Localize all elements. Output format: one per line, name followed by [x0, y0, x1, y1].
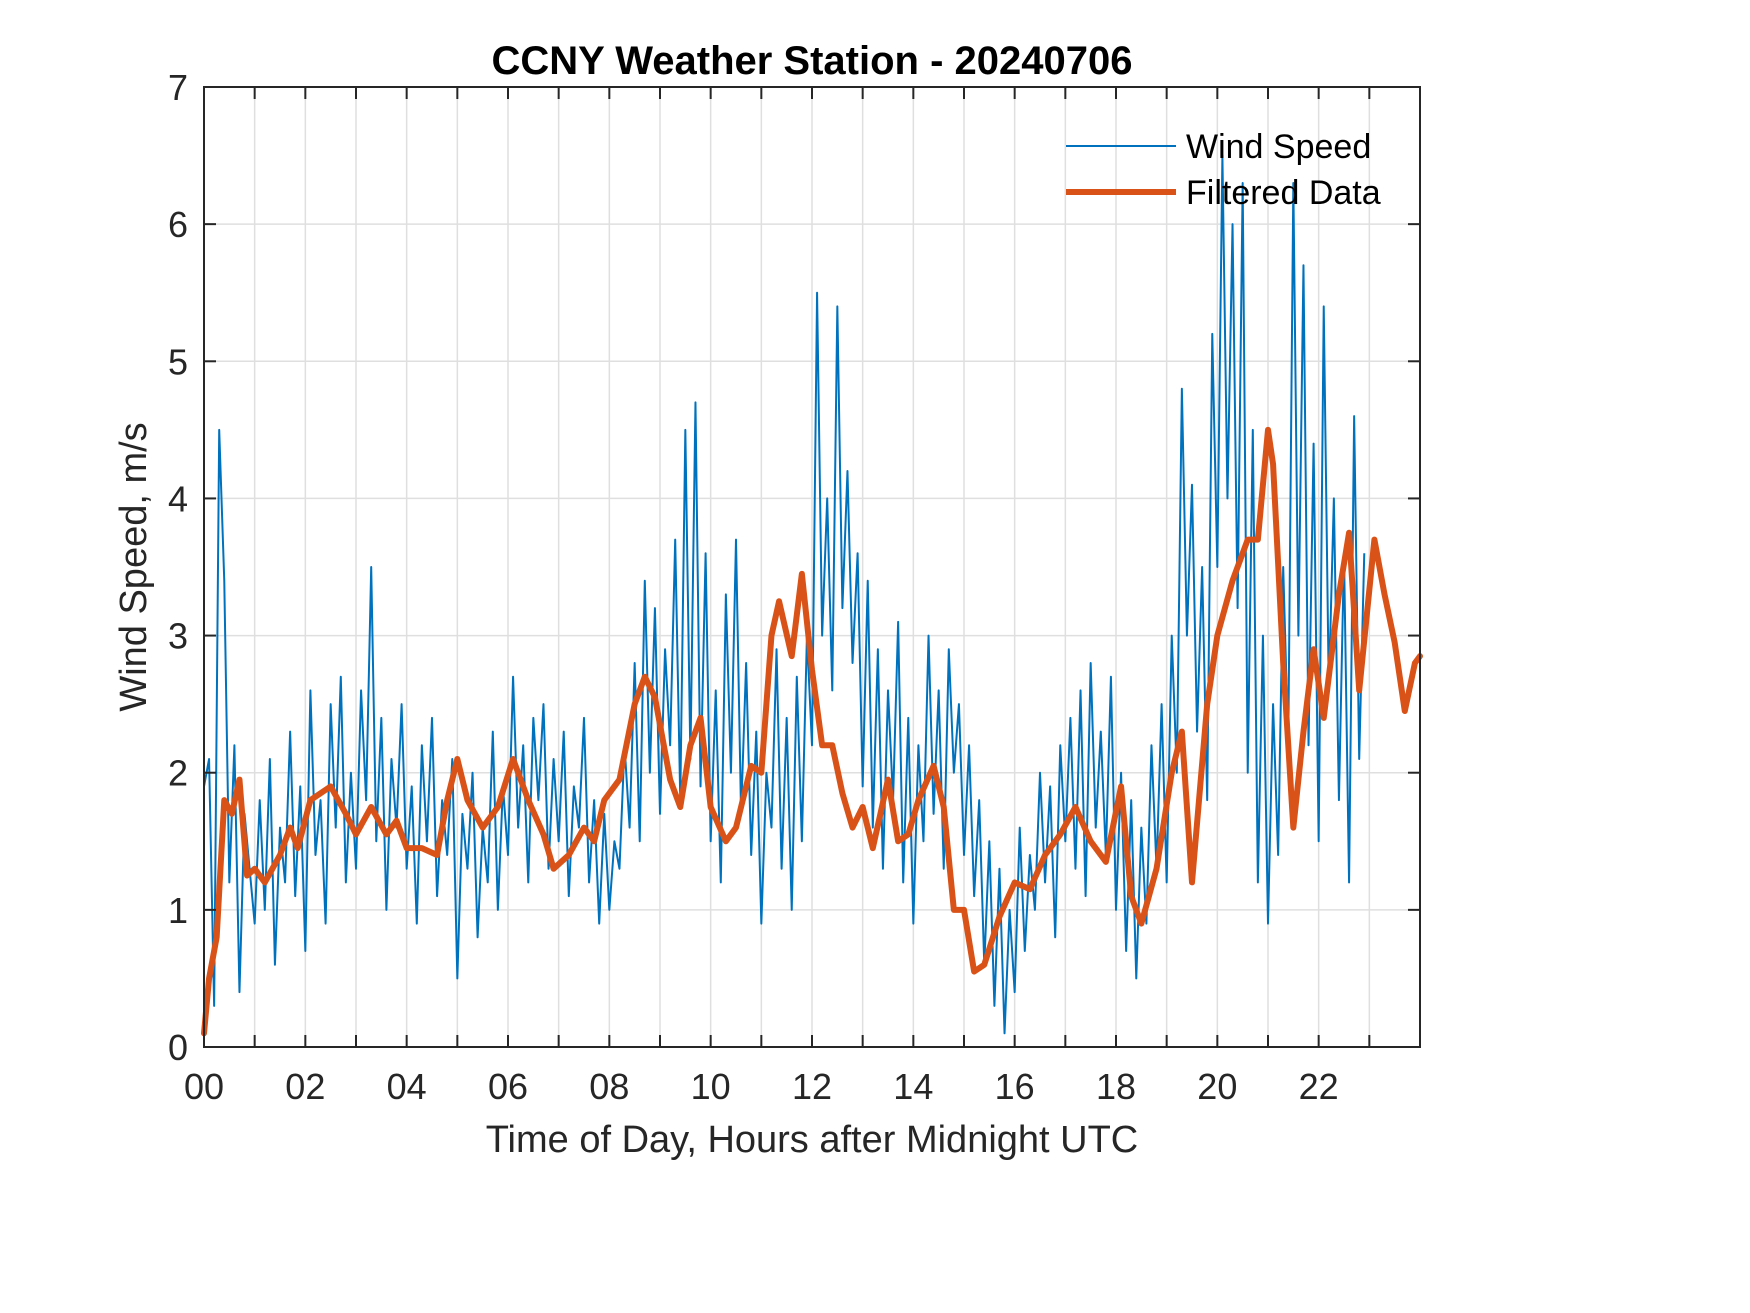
x-tick-label: 00	[184, 1066, 224, 1107]
x-tick-label: 10	[691, 1066, 731, 1107]
chart-title: CCNY Weather Station - 20240706	[492, 39, 1133, 83]
x-tick-labels: 00 02 04 06 08 10 12 14 16 18 20 22	[184, 1066, 1339, 1107]
filtered-data-line	[201, 426, 1423, 1037]
y-tick-label: 6	[168, 204, 188, 245]
series-layer	[201, 154, 1423, 1037]
x-axis-label: Time of Day, Hours after Midnight UTC	[486, 1119, 1139, 1161]
x-tick-label: 18	[1096, 1066, 1136, 1107]
x-tick-label: 20	[1197, 1066, 1237, 1107]
x-tick-label: 16	[995, 1066, 1035, 1107]
y-tick-label: 1	[168, 890, 188, 931]
y-tick-label: 4	[168, 478, 188, 519]
x-tick-label: 04	[387, 1066, 427, 1107]
x-tick-label: 08	[589, 1066, 629, 1107]
y-tick-label: 7	[168, 67, 188, 108]
y-tick-labels: 0 1 2 3 4 5 6 7	[168, 67, 188, 1068]
x-tick-label: 22	[1299, 1066, 1339, 1107]
x-tick-label: 12	[792, 1066, 832, 1107]
axis-ticks	[204, 87, 1420, 1047]
y-tick-label: 2	[168, 753, 188, 794]
x-tick-label: 06	[488, 1066, 528, 1107]
y-tick-label: 3	[168, 616, 188, 657]
y-tick-label: 0	[168, 1027, 188, 1068]
legend-label-filtered-data: Filtered Data	[1186, 174, 1381, 212]
y-axis-label: Wind Speed, m/s	[113, 422, 155, 711]
y-tick-label: 5	[168, 341, 188, 382]
legend: Wind Speed Filtered Data	[1066, 128, 1381, 212]
x-tick-label: 02	[285, 1066, 325, 1107]
wind-speed-line	[203, 154, 1366, 1035]
x-tick-label: 14	[893, 1066, 933, 1107]
legend-label-wind-speed: Wind Speed	[1186, 128, 1371, 166]
